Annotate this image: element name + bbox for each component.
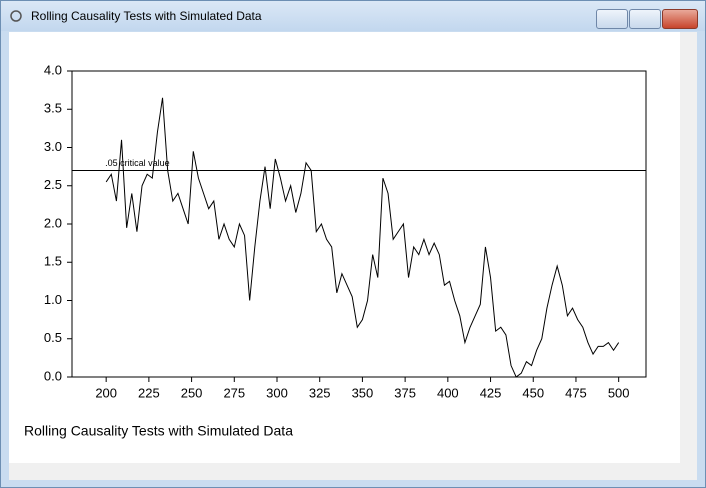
minimize-button[interactable]: [596, 9, 628, 29]
maximize-button[interactable]: [629, 9, 661, 29]
vertical-scrollbar[interactable]: [680, 32, 697, 463]
scroll-corner: [680, 463, 697, 480]
y-tick-label: 4.0: [44, 62, 62, 77]
y-tick-label: 3.0: [44, 139, 62, 154]
plot-frame: [71, 70, 647, 378]
chart-caption: Rolling Causality Tests with Simulated D…: [24, 423, 293, 439]
y-tick-label: 2.5: [44, 177, 62, 192]
x-tick-label: 425: [480, 385, 502, 400]
app-icon: [10, 10, 22, 22]
data-line: [105, 97, 620, 378]
client-area: [9, 32, 697, 480]
horizontal-scrollbar[interactable]: [9, 463, 680, 480]
x-tick-label: 450: [522, 385, 544, 400]
x-tick-label: 225: [138, 385, 160, 400]
x-tick-label: 250: [181, 385, 203, 400]
close-button[interactable]: [662, 9, 698, 29]
x-tick-label: 300: [266, 385, 288, 400]
x-tick-label: 475: [565, 385, 587, 400]
y-tick-label: 0.0: [44, 368, 62, 383]
window-title: Rolling Causality Tests with Simulated D…: [31, 9, 262, 23]
y-tick-label: 3.5: [44, 101, 62, 116]
y-tick-label: 0.5: [44, 330, 62, 345]
x-tick-label: 275: [223, 385, 245, 400]
title-bar: Rolling Causality Tests with Simulated D…: [1, 1, 705, 31]
y-tick-label: 1.5: [44, 254, 62, 269]
y-tick-label: 2.0: [44, 215, 62, 230]
x-tick-label: 200: [95, 385, 117, 400]
x-tick-label: 325: [309, 385, 331, 400]
x-tick-label: 400: [437, 385, 459, 400]
y-tick-label: 1.0: [44, 292, 62, 307]
x-tick-label: 500: [608, 385, 630, 400]
critical-value-label: .05 critical value: [105, 158, 170, 168]
x-tick-label: 375: [394, 385, 416, 400]
x-tick-label: 350: [352, 385, 374, 400]
